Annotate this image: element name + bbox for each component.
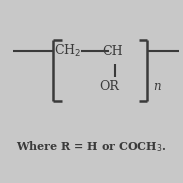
Text: CH$_2$: CH$_2$ [53, 43, 81, 59]
Text: n: n [153, 79, 161, 93]
Text: OR: OR [99, 79, 119, 93]
Text: CH: CH [102, 45, 123, 58]
Text: Where R = H or COCH$_3$.: Where R = H or COCH$_3$. [16, 139, 167, 154]
